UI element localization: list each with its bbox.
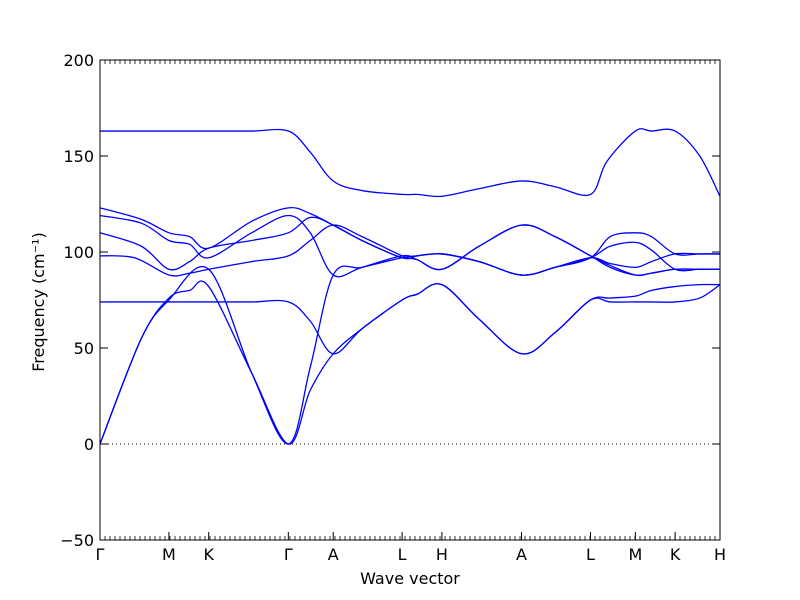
y-tick-label: 50 (74, 339, 94, 358)
x-tick-label: L (398, 545, 407, 564)
band-line-7 (99, 206, 720, 276)
x-tick-label: L (586, 545, 595, 564)
x-tick-label: M (162, 545, 176, 564)
x-axis-label: Wave vector (360, 569, 460, 588)
plot-frame (99, 59, 721, 541)
y-tick-label: 100 (63, 243, 94, 262)
series-layer (99, 128, 721, 445)
y-axis-label: Frequency (cm⁻¹) (29, 232, 48, 371)
x-tick-label: K (670, 545, 681, 564)
x-tick-label: A (328, 545, 339, 564)
y-tick-label: 0 (84, 435, 94, 454)
y-tick-label: −50 (60, 531, 94, 550)
x-tick-label: H (436, 545, 448, 564)
x-tick-label: M (628, 545, 642, 564)
band-line-3 (100, 283, 721, 355)
x-tick-label: Γ (96, 545, 105, 564)
y-tick-label: 200 (63, 51, 94, 70)
x-tick-label: Γ (284, 545, 293, 564)
band-line-4 (99, 224, 720, 277)
x-tick-label: H (714, 545, 726, 564)
y-tick-label: 150 (63, 147, 94, 166)
x-tick-label: K (203, 545, 214, 564)
y-tick-labels: −50 0 50 100 150 200 (60, 51, 94, 550)
x-tick-label: A (516, 545, 527, 564)
band-line-8 (100, 128, 721, 198)
